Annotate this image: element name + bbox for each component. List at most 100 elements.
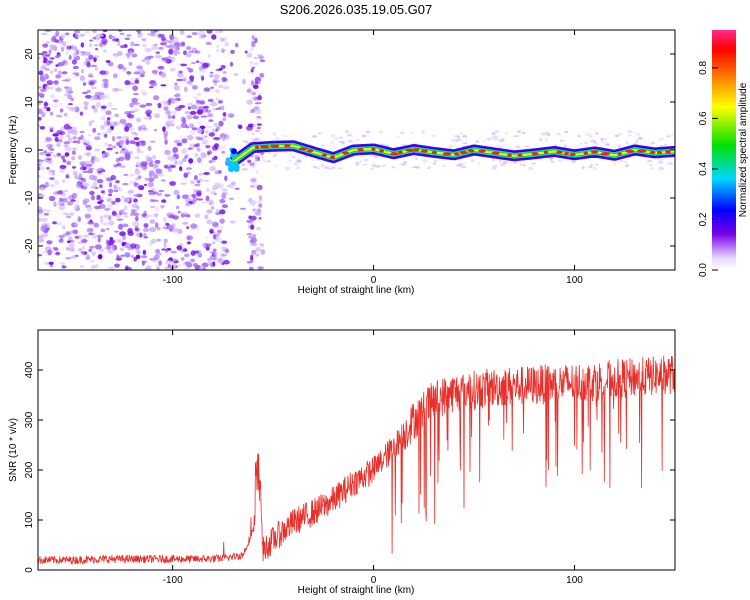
halo-speckle (296, 166, 300, 170)
noise-speckle (184, 155, 188, 159)
noise-speckle (187, 147, 193, 150)
noise-speckle (112, 73, 118, 79)
noise-speckle (129, 102, 135, 108)
noise-speckle (38, 187, 46, 191)
noise-speckle (124, 37, 131, 40)
noise-speckle (134, 156, 140, 160)
noise-speckle (249, 199, 256, 206)
noise-speckle (199, 61, 204, 65)
halo-speckle (331, 166, 335, 170)
halo-speckle (600, 141, 606, 144)
noise-speckle (163, 130, 169, 136)
noise-speckle (90, 155, 95, 162)
noise-speckle (48, 60, 53, 64)
noise-speckle (206, 209, 213, 214)
noise-speckle (171, 98, 175, 104)
halo-speckle (577, 134, 581, 138)
halo-speckle (347, 134, 352, 137)
signal-peak (649, 150, 656, 155)
chart-title: S206.2026.035.19.05.G07 (280, 2, 433, 17)
noise-speckle (70, 255, 76, 259)
noise-speckle (53, 99, 59, 103)
noise-speckle (38, 108, 43, 115)
noise-speckle (100, 195, 104, 201)
signal-peak (371, 147, 376, 151)
noise-speckle (103, 122, 107, 127)
noise-speckle (40, 165, 45, 172)
halo-speckle (593, 140, 597, 144)
halo-speckle (589, 135, 593, 138)
noise-speckle (53, 179, 60, 186)
halo-speckle (449, 145, 454, 147)
noise-speckle (72, 65, 79, 70)
noise-speckle (120, 212, 128, 215)
noise-speckle (96, 234, 104, 238)
noise-speckle (168, 44, 176, 50)
noise-speckle (154, 212, 158, 219)
noise-speckle (187, 102, 194, 106)
noise-speckle (137, 31, 141, 34)
noise-speckle (173, 42, 181, 47)
noise-speckle (110, 246, 115, 251)
halo-speckle (428, 166, 431, 169)
noise-speckle (156, 192, 163, 197)
noise-speckle (193, 189, 197, 194)
noise-speckle (214, 235, 219, 241)
noise-speckle (66, 201, 74, 206)
halo-speckle (250, 155, 254, 158)
noise-speckle (129, 140, 136, 145)
halo-speckle (493, 165, 499, 168)
halo-speckle (272, 132, 277, 136)
noise-speckle (153, 191, 159, 194)
halo-speckle (283, 135, 287, 137)
noise-speckle (206, 219, 213, 225)
noise-speckle (46, 166, 50, 170)
noise-speckle (132, 212, 140, 216)
noise-speckle (127, 190, 134, 194)
noise-speckle (250, 80, 255, 86)
noise-speckle (154, 222, 159, 229)
halo-speckle (337, 167, 343, 170)
noise-speckle (124, 252, 131, 258)
noise-speckle (223, 78, 228, 82)
noise-speckle (85, 160, 91, 165)
noise-speckle (96, 101, 101, 108)
noise-speckle (86, 61, 91, 68)
noise-speckle (61, 71, 68, 75)
noise-speckle (211, 34, 217, 40)
noise-speckle (194, 152, 199, 158)
colorbar-gradient (712, 30, 736, 270)
noise-speckle (194, 213, 201, 218)
noise-speckle (66, 160, 72, 166)
noise-speckle (173, 139, 181, 144)
noise-speckle (158, 189, 165, 193)
noise-speckle (209, 229, 214, 234)
noise-speckle (220, 64, 226, 69)
noise-speckle (149, 198, 155, 203)
noise-speckle (213, 122, 218, 128)
noise-speckle (162, 126, 166, 132)
signal-peak (656, 150, 663, 155)
noise-speckle (212, 251, 218, 257)
noise-speckle (126, 71, 132, 75)
noise-speckle (190, 62, 196, 64)
noise-speckle (213, 74, 220, 79)
noise-speckle (94, 244, 102, 250)
noise-speckle (71, 126, 77, 131)
noise-speckle (162, 216, 167, 223)
noise-speckle (252, 208, 257, 212)
noise-speckle (56, 54, 61, 58)
noise-speckle (203, 105, 209, 109)
noise-speckle (164, 139, 168, 145)
noise-speckle (117, 223, 124, 230)
noise-speckle (72, 140, 78, 143)
noise-speckle (169, 34, 175, 40)
noise-speckle (210, 71, 214, 74)
snr-x-ticks: -100 0 100 (163, 330, 583, 586)
noise-speckle (58, 204, 65, 211)
noise-speckle (47, 151, 54, 154)
noise-speckle (71, 166, 77, 169)
noise-speckle (106, 227, 110, 231)
noise-speckle (46, 240, 53, 245)
halo-speckle (604, 143, 611, 146)
